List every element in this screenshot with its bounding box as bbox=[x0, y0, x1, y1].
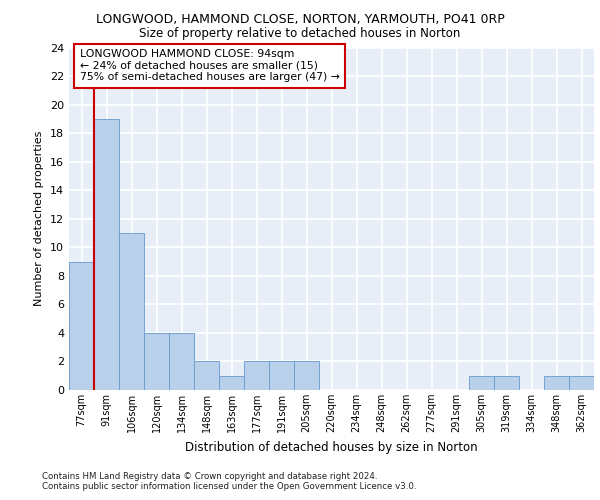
Bar bbox=[194, 362, 219, 390]
Bar bbox=[169, 333, 194, 390]
Bar bbox=[244, 362, 269, 390]
Text: LONGWOOD, HAMMOND CLOSE, NORTON, YARMOUTH, PO41 0RP: LONGWOOD, HAMMOND CLOSE, NORTON, YARMOUT… bbox=[95, 12, 505, 26]
Bar bbox=[119, 233, 144, 390]
Bar bbox=[269, 362, 294, 390]
Text: LONGWOOD HAMMOND CLOSE: 94sqm
← 24% of detached houses are smaller (15)
75% of s: LONGWOOD HAMMOND CLOSE: 94sqm ← 24% of d… bbox=[79, 49, 340, 82]
Bar bbox=[469, 376, 494, 390]
X-axis label: Distribution of detached houses by size in Norton: Distribution of detached houses by size … bbox=[185, 440, 478, 454]
Text: Contains public sector information licensed under the Open Government Licence v3: Contains public sector information licen… bbox=[42, 482, 416, 491]
Bar bbox=[144, 333, 169, 390]
Bar bbox=[94, 119, 119, 390]
Bar bbox=[219, 376, 244, 390]
Bar bbox=[544, 376, 569, 390]
Text: Contains HM Land Registry data © Crown copyright and database right 2024.: Contains HM Land Registry data © Crown c… bbox=[42, 472, 377, 481]
Bar bbox=[69, 262, 94, 390]
Bar bbox=[569, 376, 594, 390]
Bar bbox=[294, 362, 319, 390]
Text: Size of property relative to detached houses in Norton: Size of property relative to detached ho… bbox=[139, 28, 461, 40]
Bar bbox=[494, 376, 519, 390]
Y-axis label: Number of detached properties: Number of detached properties bbox=[34, 131, 44, 306]
